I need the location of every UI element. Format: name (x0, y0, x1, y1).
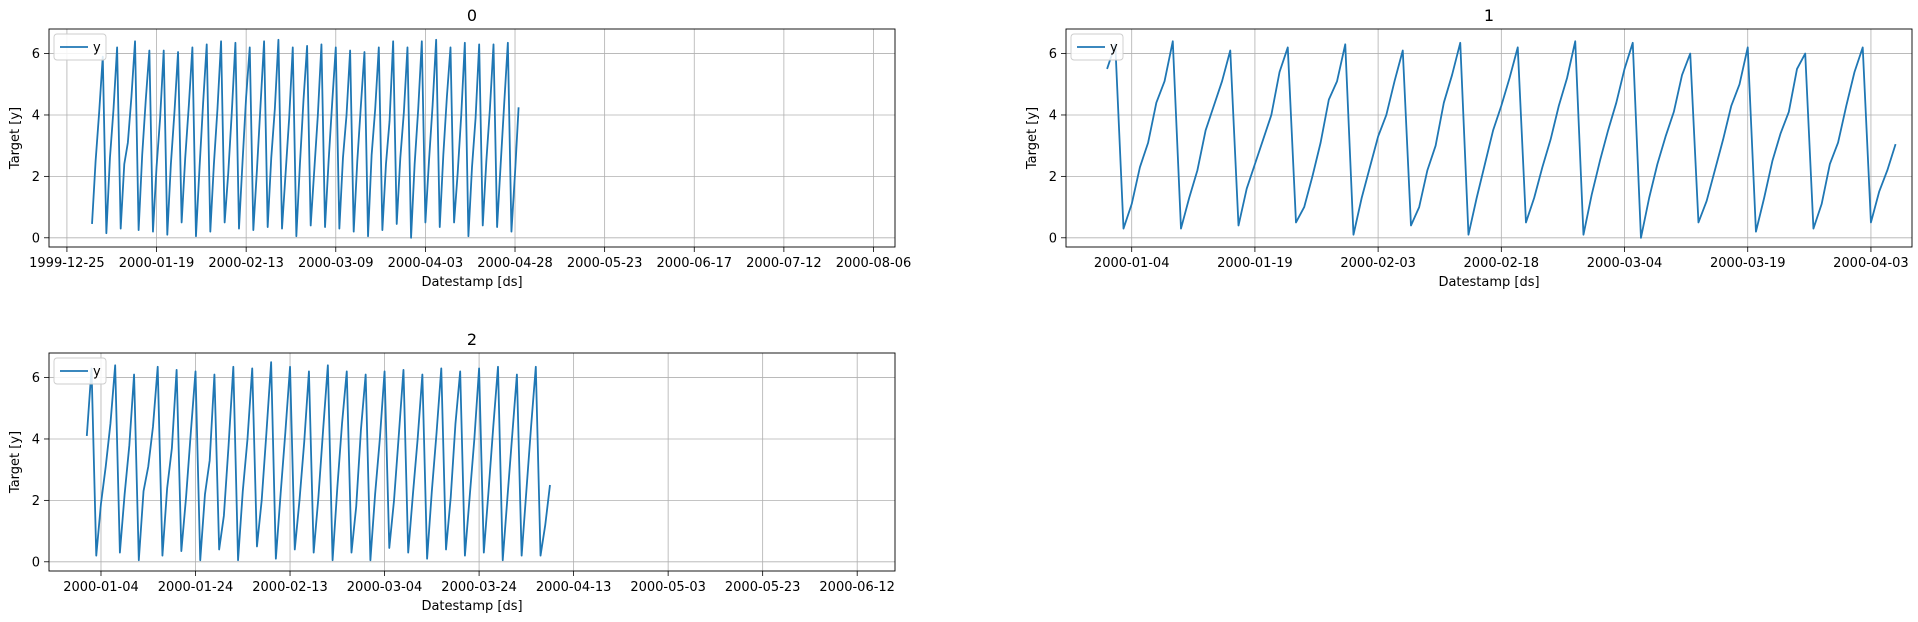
axes-frame (1065, 28, 1913, 248)
y-axis-label: Target [y] (8, 107, 23, 170)
series-line-0 (85, 361, 551, 562)
y-tick-label: 6 (32, 47, 40, 62)
y-axis-label: Target [y] (8, 431, 23, 494)
legend: y (1070, 33, 1124, 61)
subplot-1: 1 2000-01-04 2000-01-19 2000-02-03 2000-02-1… (1025, 6, 1913, 290)
x-tick-label: 2000-06-17 (656, 256, 732, 271)
x-tick-label: 2000-03-19 (1710, 256, 1786, 271)
x-tick-label: 2000-07-12 (746, 256, 822, 271)
axes-frame (48, 28, 896, 248)
x-tick-label: 2000-04-03 (1833, 256, 1909, 271)
x-axis-label: Datestamp [ds] (421, 599, 522, 614)
legend-label: y (93, 365, 101, 380)
x-tick-label: 2000-03-04 (347, 580, 423, 595)
x-tick-label: 2000-01-19 (119, 256, 195, 271)
legend-label: y (93, 41, 101, 56)
y-tick-label: 2 (1049, 170, 1057, 185)
x-tick-label: 2000-01-04 (1094, 256, 1170, 271)
x-tick-label: 2000-02-03 (1340, 256, 1416, 271)
legend: y (53, 357, 107, 385)
subplot-title: 2 (467, 330, 477, 349)
x-tick-label: 2000-01-04 (63, 580, 139, 595)
y-tick-label: 2 (32, 170, 40, 185)
axes-frame (48, 352, 896, 572)
x-tick-label: 2000-02-13 (252, 580, 328, 595)
x-tick-label: 2000-01-24 (158, 580, 234, 595)
y-axis-label: Target [y] (1025, 107, 1040, 170)
x-tick-label: 2000-02-13 (208, 256, 284, 271)
y-tick-label: 4 (32, 432, 40, 447)
x-tick-label: 2000-03-24 (441, 580, 517, 595)
x-tick-label: 2000-04-03 (388, 256, 464, 271)
series-line-0 (91, 38, 520, 239)
y-tick-label: 0 (1049, 231, 1057, 246)
x-tick-label: 1999-12-25 (29, 256, 105, 271)
y-tick-label: 6 (1049, 47, 1057, 62)
x-tick-label: 2000-05-23 (725, 580, 801, 595)
x-tick-label: 2000-08-06 (836, 256, 912, 271)
subplot-title: 0 (467, 6, 477, 25)
x-tick-label: 2000-01-19 (1217, 256, 1293, 271)
x-axis-label: Datestamp [ds] (1438, 275, 1539, 290)
subplot-2: 2 2000-01-04 2000-01-24 2000-02-13 2000-03-0… (8, 330, 896, 614)
x-tick-label: 2000-06-12 (819, 580, 895, 595)
legend: y (53, 33, 107, 61)
x-tick-label: 2000-05-03 (630, 580, 706, 595)
y-tick-label: 6 (32, 371, 40, 386)
x-tick-label: 2000-02-18 (1464, 256, 1540, 271)
y-tick-label: 2 (32, 494, 40, 509)
y-tick-label: 0 (32, 231, 40, 246)
subplot-0: 0 1999-12-25 2000-01-19 2000-02-13 2000-03-0… (8, 6, 911, 290)
x-tick-label: 2000-03-09 (298, 256, 374, 271)
legend-label: y (1110, 41, 1118, 56)
x-axis-label: Datestamp [ds] (421, 275, 522, 290)
y-tick-label: 4 (1049, 108, 1057, 123)
series-line-0 (1106, 40, 1897, 239)
y-tick-label: 0 (32, 555, 40, 570)
x-tick-label: 2000-05-23 (567, 256, 643, 271)
subplot-title: 1 (1484, 6, 1494, 25)
x-tick-label: 2000-03-04 (1587, 256, 1663, 271)
x-tick-label: 2000-04-28 (477, 256, 553, 271)
y-tick-label: 4 (32, 108, 40, 123)
x-tick-label: 2000-04-13 (536, 580, 612, 595)
